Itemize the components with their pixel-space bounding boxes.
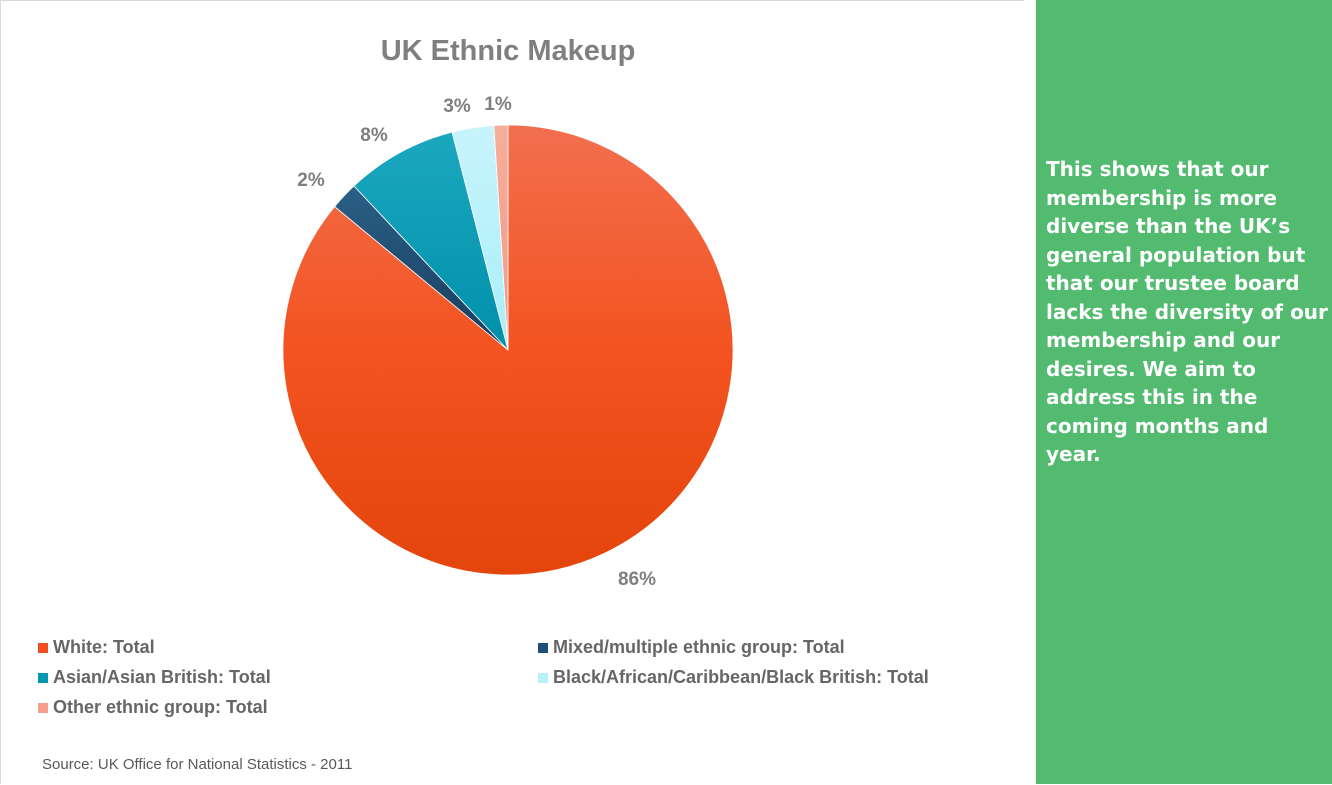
data-label: 2% <box>297 170 325 191</box>
data-label: 8% <box>360 125 388 146</box>
side-panel-text: This shows that our membership is more d… <box>1046 157 1328 466</box>
chart-panel: UK Ethnic Makeup <box>0 0 1024 784</box>
side-panel: This shows that our membership is more d… <box>1036 0 1332 784</box>
data-label: 86% <box>618 569 656 590</box>
source-note: Source: UK Office for National Statistic… <box>42 756 353 773</box>
slice-other <box>493 124 509 351</box>
data-label: 3% <box>443 96 471 117</box>
data-label: 1% <box>484 94 512 115</box>
chart-title: UK Ethnic Makeup <box>380 35 636 67</box>
slice-asian <box>353 131 509 351</box>
legend-swatch <box>38 702 48 713</box>
pie-chart: 86% 2% 8% 3% 1% <box>282 94 734 590</box>
